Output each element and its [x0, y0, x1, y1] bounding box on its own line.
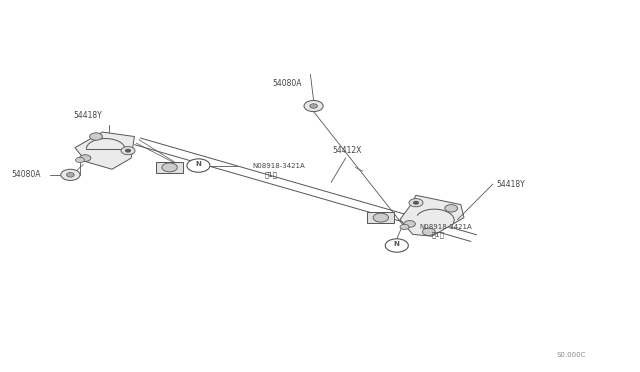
Text: 54412X: 54412X: [333, 146, 362, 155]
Circle shape: [79, 155, 91, 161]
Text: N08918-3421A: N08918-3421A: [419, 224, 472, 230]
Circle shape: [90, 133, 102, 140]
Polygon shape: [400, 195, 464, 236]
Circle shape: [61, 169, 80, 180]
Polygon shape: [75, 132, 134, 169]
Polygon shape: [156, 162, 183, 173]
Circle shape: [385, 239, 408, 252]
Circle shape: [304, 100, 323, 112]
Circle shape: [373, 213, 388, 222]
Text: 54080A: 54080A: [12, 170, 41, 179]
Text: 54080A: 54080A: [272, 79, 301, 88]
Circle shape: [67, 173, 74, 177]
Text: 54418Y: 54418Y: [74, 111, 102, 120]
Circle shape: [422, 228, 435, 235]
Circle shape: [404, 221, 415, 227]
Polygon shape: [367, 212, 394, 223]
Text: N: N: [394, 241, 400, 247]
Circle shape: [409, 199, 423, 207]
Circle shape: [445, 205, 458, 212]
Circle shape: [400, 224, 409, 230]
Circle shape: [413, 201, 419, 204]
Circle shape: [187, 159, 210, 172]
Text: 54418Y: 54418Y: [496, 180, 525, 189]
Text: （1）: （1）: [432, 231, 445, 238]
Circle shape: [162, 163, 177, 172]
Text: （1）: （1）: [264, 171, 277, 178]
Text: S0.000C: S0.000C: [557, 352, 586, 358]
Text: N: N: [195, 161, 202, 167]
Circle shape: [76, 157, 84, 163]
Circle shape: [125, 149, 131, 152]
Text: N08918-3421A: N08918-3421A: [253, 163, 305, 169]
Circle shape: [310, 104, 317, 108]
Circle shape: [121, 147, 135, 155]
